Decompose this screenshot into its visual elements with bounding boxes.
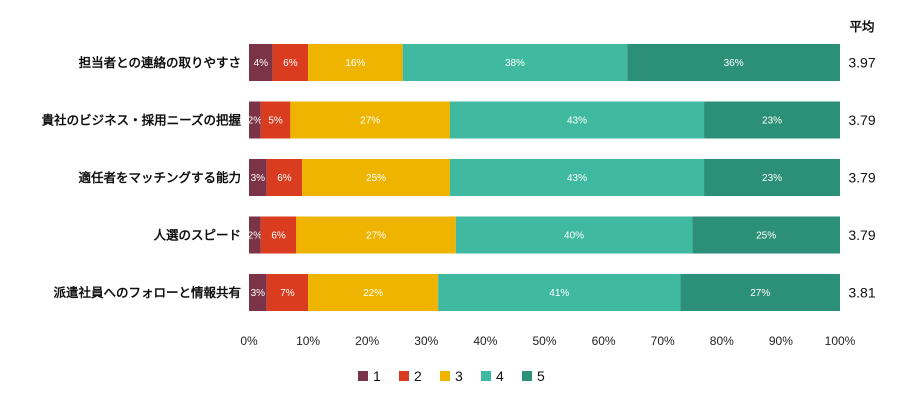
bar-segment-label: 38% <box>505 58 525 69</box>
legend: 1 2 3 4 5 <box>358 368 545 384</box>
average-value: 3.97 <box>848 55 875 71</box>
average-value: 3.79 <box>848 112 875 128</box>
bar-segment-4 <box>438 274 681 311</box>
bar-segment-label: 25% <box>366 173 386 184</box>
average-header: 平均 <box>849 19 874 34</box>
category-label: 派遣社員へのフォローと情報共有 <box>53 285 241 300</box>
bar-segment-2 <box>266 159 303 196</box>
bar-segment-label: 23% <box>762 173 782 184</box>
category-label: 人選のスピード <box>153 228 241 243</box>
category-labels: 担当者との連絡の取りやすさ貴社のビジネス・採用ニーズの把握適任者をマッチングする… <box>42 55 242 300</box>
category-label: 貴社のビジネス・採用ニーズの把握 <box>42 113 242 128</box>
bar-segment-label: 43% <box>567 116 587 127</box>
bar-segment-label: 27% <box>366 231 386 242</box>
bar-segment-3 <box>290 101 450 139</box>
bar-segment-label: 2% <box>248 231 263 242</box>
bar-segment-1 <box>249 101 261 139</box>
bar-segment-label: 27% <box>360 116 380 127</box>
bar-segment-5 <box>627 44 840 81</box>
bar-segment-1 <box>249 159 267 196</box>
bar-segment-4 <box>449 101 705 139</box>
bar-segment-3 <box>296 216 456 254</box>
bar-segment-label: 3% <box>251 288 266 299</box>
bar-segment-4 <box>455 216 693 254</box>
legend-label: 1 <box>373 368 381 384</box>
bar-segment-label: 4% <box>254 58 269 69</box>
bar-segment-label: 6% <box>277 173 292 184</box>
bar-segment-5 <box>704 159 840 196</box>
bar-segment-label: 2% <box>248 116 263 127</box>
bar-segment-3 <box>302 159 450 196</box>
bar-segment-2 <box>272 44 309 81</box>
average-value: 3.81 <box>848 285 875 301</box>
bar-segment-1 <box>249 274 267 311</box>
x-tick-label: 70% <box>651 334 675 348</box>
bar-segment-label: 43% <box>567 173 587 184</box>
x-axis-ticks: 0% 10% 20% 30% 40% 50% 60% 70% 80% 90% 100% <box>240 334 855 348</box>
bar-segment-4 <box>449 159 705 196</box>
average-value: 3.79 <box>848 227 875 243</box>
bar-segment-5 <box>680 274 840 311</box>
bar-segment-label: 22% <box>363 288 383 299</box>
legend-swatch-5 <box>522 371 532 381</box>
legend-label: 5 <box>537 368 545 384</box>
x-tick-label: 10% <box>296 334 320 348</box>
x-tick-label: 100% <box>825 334 856 348</box>
bar-segment-2 <box>260 216 297 254</box>
average-value: 3.79 <box>848 170 875 186</box>
bar-segment-label: 3% <box>251 173 266 184</box>
bar-segment-label: 6% <box>283 58 298 69</box>
legend-label: 2 <box>414 368 422 384</box>
legend-swatch-4 <box>481 371 491 381</box>
bar-segment-3 <box>308 274 439 311</box>
legend-label: 4 <box>496 368 504 384</box>
legend-label: 3 <box>455 368 463 384</box>
bar-segment-1 <box>249 44 273 81</box>
x-tick-label: 20% <box>355 334 379 348</box>
bar-segment-label: 36% <box>724 58 744 69</box>
bars-group: 4% 6% 16% 38% 36% 2% 5% 27% 43% 23% 3% 6% 25% 43% 23% 2… <box>248 44 840 311</box>
bar-segment-label: 27% <box>750 288 770 299</box>
x-tick-label: 30% <box>414 334 438 348</box>
bar-segment-label: 7% <box>280 288 295 299</box>
bar-segment-1 <box>249 216 261 254</box>
category-label: 適任者をマッチングする能力 <box>78 170 241 185</box>
bar-segment-label: 41% <box>549 288 569 299</box>
bar-segment-label: 5% <box>268 116 283 127</box>
legend-swatch-1 <box>358 371 368 381</box>
average-values: 3.97 3.79 3.79 3.79 3.81 <box>848 55 875 301</box>
bar-segment-label: 23% <box>762 116 782 127</box>
bar-segment-label: 6% <box>271 231 286 242</box>
x-tick-label: 60% <box>592 334 616 348</box>
x-tick-label: 50% <box>532 334 556 348</box>
legend-swatch-2 <box>399 371 409 381</box>
x-tick-label: 80% <box>710 334 734 348</box>
bar-segment-3 <box>308 44 403 81</box>
bar-segment-5 <box>692 216 840 254</box>
legend-swatch-3 <box>440 371 450 381</box>
x-tick-label: 90% <box>769 334 793 348</box>
bar-segment-label: 40% <box>564 231 584 242</box>
bar-segment-label: 16% <box>345 58 365 69</box>
x-tick-label: 40% <box>473 334 497 348</box>
bar-segment-label: 25% <box>756 231 776 242</box>
x-tick-label: 0% <box>240 334 258 348</box>
bar-segment-5 <box>704 101 840 139</box>
bar-segment-4 <box>402 44 628 81</box>
bar-segment-2 <box>260 101 291 139</box>
category-label: 担当者との連絡の取りやすさ <box>79 55 241 70</box>
bar-segment-2 <box>266 274 309 311</box>
